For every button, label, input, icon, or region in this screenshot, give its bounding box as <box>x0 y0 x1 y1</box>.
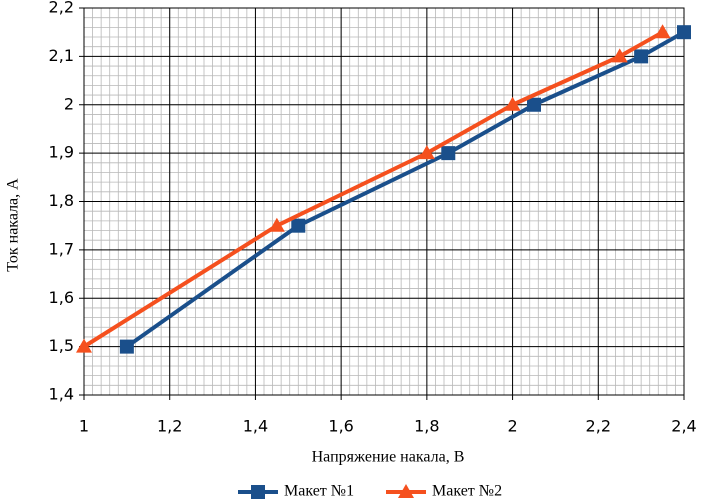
data-point <box>611 48 628 63</box>
y-tick-label: 1,6 <box>49 288 74 307</box>
data-point <box>291 218 306 233</box>
x-tick-label: 2 <box>507 417 517 436</box>
x-tick-label: 1,4 <box>243 417 268 436</box>
y-axis-label: Ток накала, А <box>5 178 22 272</box>
series-line <box>125 30 685 349</box>
x-tick-label: 1,2 <box>157 417 182 436</box>
x-tick-label: 1 <box>79 417 89 436</box>
y-tick-label: 1,4 <box>49 385 74 404</box>
legend-marker <box>251 485 265 499</box>
y-tick-label: 1,8 <box>49 191 74 210</box>
x-tick-label: 1,6 <box>328 417 353 436</box>
x-tick-label: 2,2 <box>586 417 611 436</box>
data-point <box>268 217 285 232</box>
y-tick-label: 2 <box>64 94 74 113</box>
data-point <box>527 97 541 112</box>
legend-marker <box>398 484 414 498</box>
data-point <box>418 145 435 160</box>
x-axis-label: Напряжение накала, В <box>312 449 465 466</box>
data-point <box>119 339 134 354</box>
data-point <box>677 25 691 40</box>
series-line <box>82 30 664 349</box>
y-tick-label: 1,7 <box>49 239 74 258</box>
y-tick-label: 1,9 <box>49 143 74 162</box>
data-point <box>441 146 456 161</box>
data-point <box>504 96 521 111</box>
y-tick-label: 2,2 <box>49 0 74 17</box>
data-point <box>634 49 649 64</box>
legend-label: Макет №2 <box>432 483 502 500</box>
plot-border <box>83 7 685 396</box>
data-point <box>76 338 92 353</box>
legend-label: Макет №1 <box>284 483 354 500</box>
x-tick-label: 2,4 <box>671 417 696 436</box>
data-point <box>654 24 671 39</box>
y-tick-label: 1,5 <box>49 336 74 355</box>
y-tick-label: 2,1 <box>49 46 74 65</box>
x-tick-label: 1,8 <box>414 417 439 436</box>
